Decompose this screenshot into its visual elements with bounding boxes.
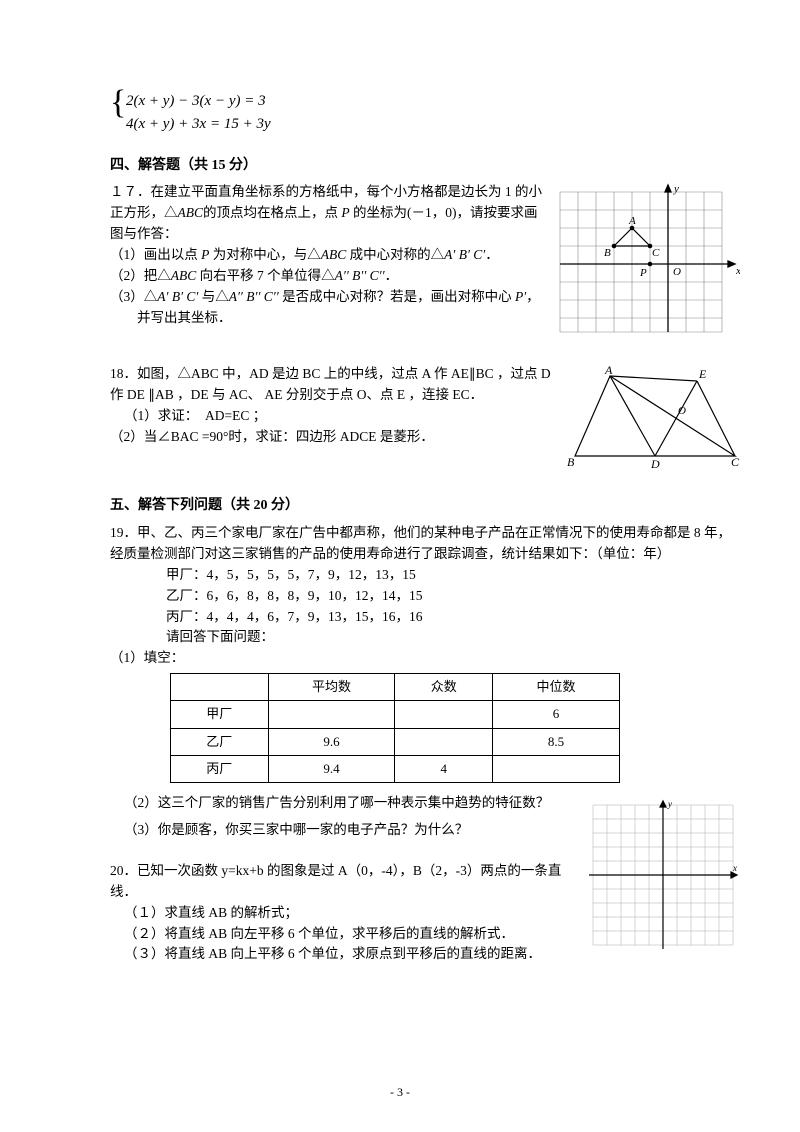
question-19: 19．甲、乙、丙三个家电厂家在广告中都声称，他们的某种电子产品在正常情况下的使用… [110,523,740,965]
th-mode: 众数 [395,674,493,701]
section5-title: 五、解答下列问题（共 20 分） [110,495,740,517]
label-O: O [673,266,681,278]
svg-text:C: C [731,455,740,469]
q18-triangle-figure: A B C D E O [565,364,740,469]
svg-text:x: x [732,863,737,873]
q17-grid-figure: O x y A B C P [550,182,740,342]
svg-text:y: y [667,799,672,809]
equation-system: { 2(x + y) − 3(x − y) = 3 4(x + y) + 3x … [110,90,740,137]
label-P: P [639,267,647,279]
equation-line-2: 4(x + y) + 3x = 15 + 3y [126,113,740,136]
q20-grid-figure: x y [585,797,740,952]
q19-ask: 请回答下面问题： [166,627,740,648]
table-corner [171,674,269,701]
th-avg: 平均数 [268,674,395,701]
label-y: y [673,183,679,195]
section4-title: 四、解答题（共 15 分） [110,155,740,177]
q17-abc: ABC [178,205,204,220]
svg-text:O: O [678,405,686,417]
svg-text:A: A [604,364,613,377]
q19-table: 平均数 众数 中位数 甲厂 6 乙厂 9.6 8.5 丙厂 9.4 4 [170,673,620,783]
label-B: B [604,247,611,259]
equation-line-1: 2(x + y) − 3(x − y) = 3 [126,90,740,113]
brace-icon: { [110,86,126,120]
svg-text:E: E [698,367,707,381]
label-x: x [735,265,740,277]
table-row: 丙厂 9.4 4 [171,755,620,782]
label-A: A [628,215,636,227]
label-C: C [652,247,660,259]
q17-stem-2: 的顶点均在格点上，点 [203,205,341,220]
q19-p1: （1）填空： [110,648,740,669]
q17-P: P [341,205,349,220]
table-row: 乙厂 9.6 8.5 [171,728,620,755]
svg-text:B: B [567,455,575,469]
th-median: 中位数 [492,674,619,701]
q19-stem: 19．甲、乙、丙三个家电厂家在广告中都声称，他们的某种电子产品在正常情况下的使用… [110,523,740,565]
q19-jia: 甲厂：4，5，5，5，5，7，9，12，13，15 [166,565,740,586]
question-18: A B C D E O 18．如图，△ABC 中，AD 是边 BC 上的中线，过… [110,364,740,469]
svg-text:D: D [650,457,660,469]
page-number: - 3 - [0,1083,800,1102]
q19-bing: 丙厂：4，4，4，6，7，9，13，15，16，16 [166,607,740,628]
table-row: 甲厂 6 [171,701,620,728]
question-17: O x y A B C P １７．在建立平面直角坐标系的方格纸中，每个小方格都是… [110,182,740,342]
q19-yi: 乙厂：6，6，8，8，8，9，10，12，14，15 [166,586,740,607]
